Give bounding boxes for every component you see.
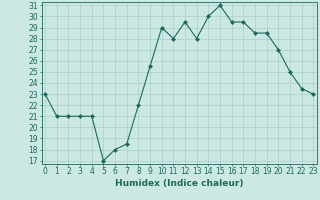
X-axis label: Humidex (Indice chaleur): Humidex (Indice chaleur) xyxy=(115,179,244,188)
